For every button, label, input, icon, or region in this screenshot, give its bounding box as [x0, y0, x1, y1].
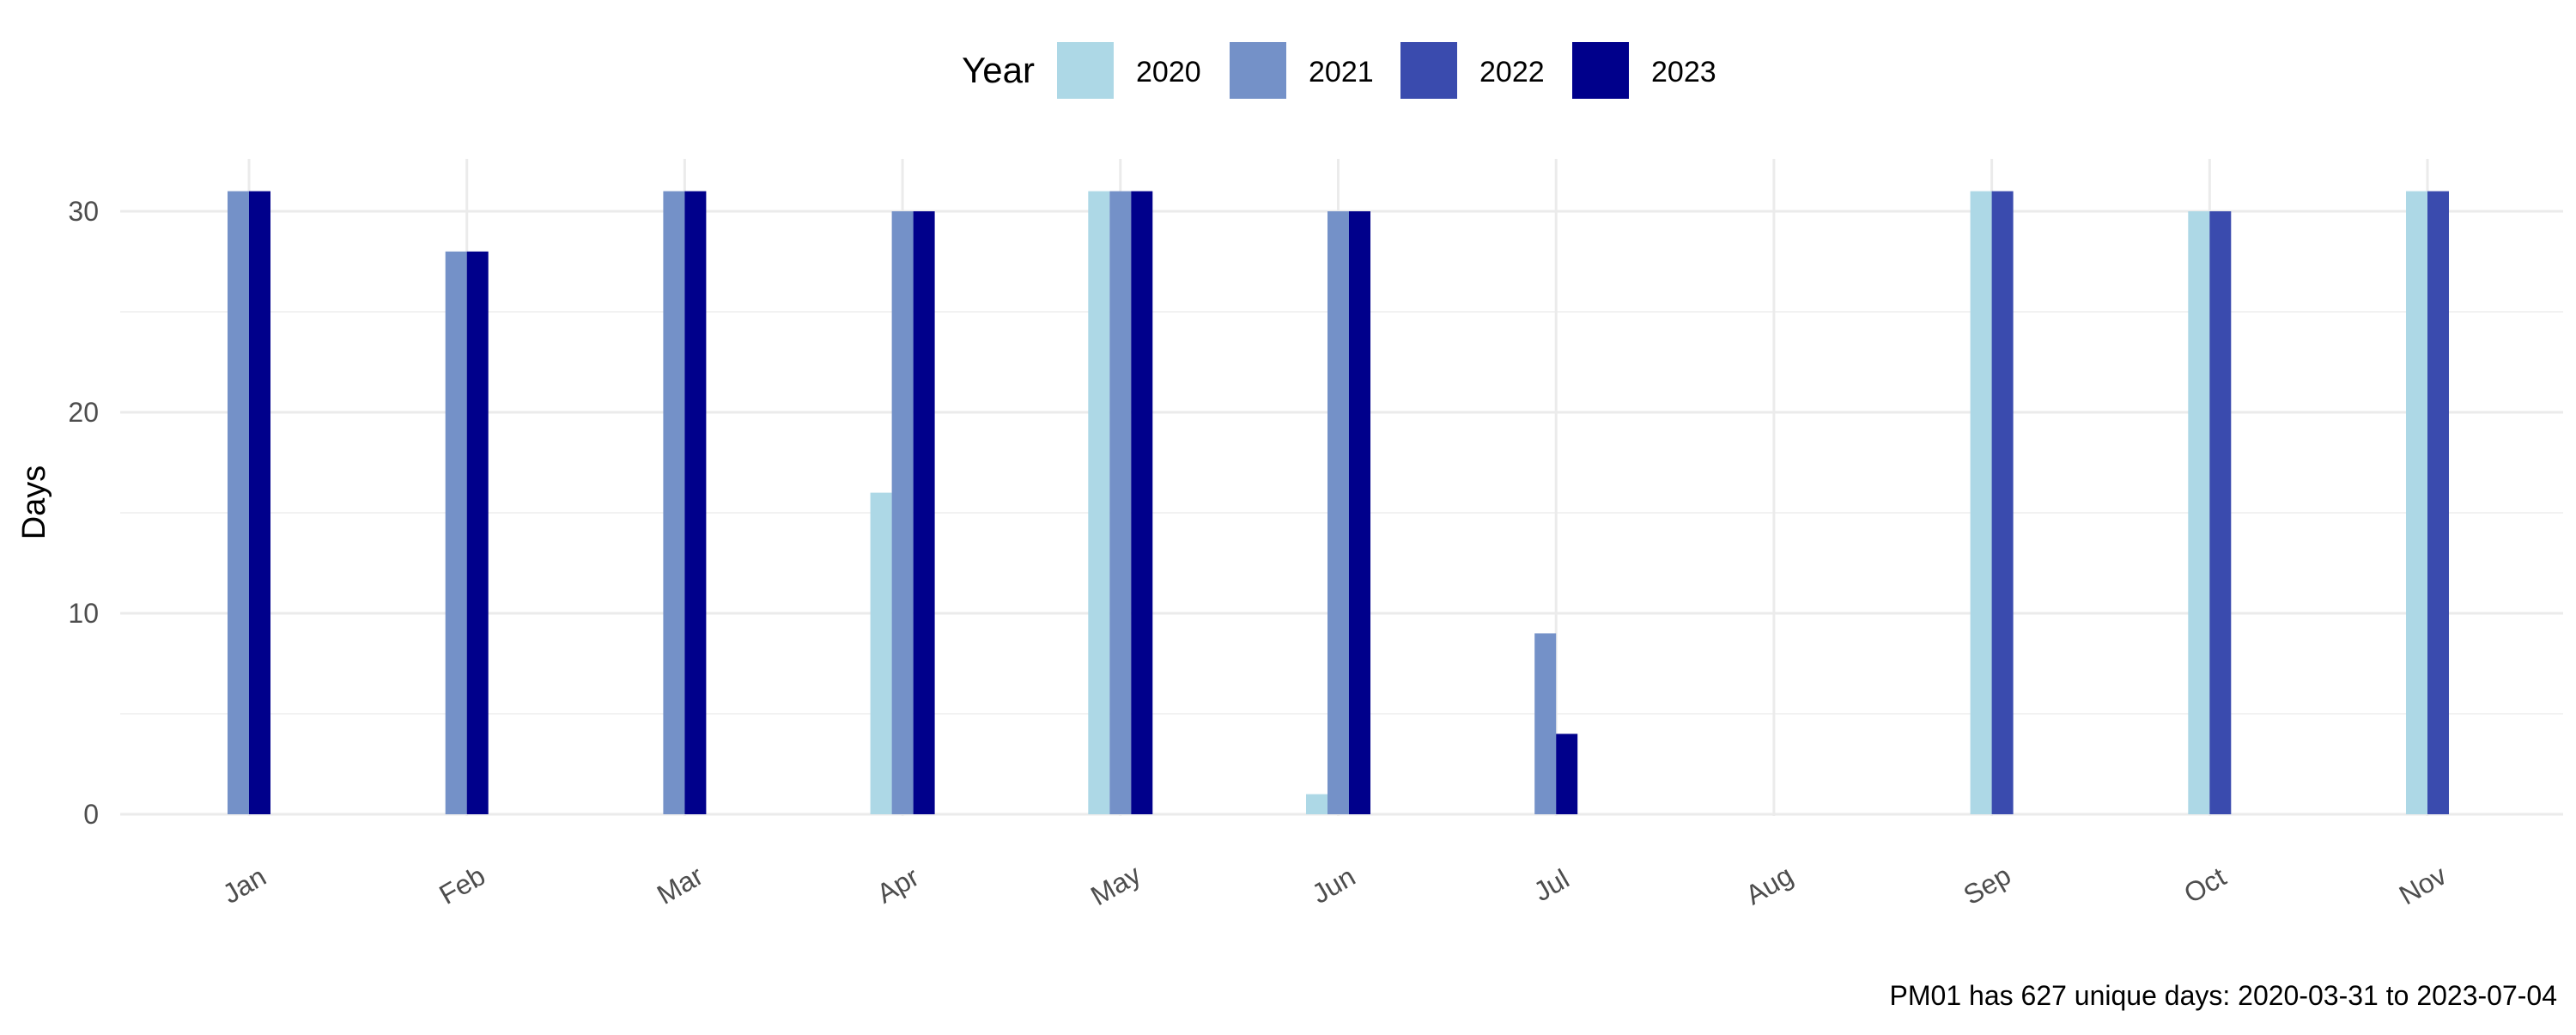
x-tick-label-jan: Jan — [217, 861, 271, 910]
bar-2020-oct — [2188, 211, 2210, 814]
bar-2022-nov — [2427, 191, 2449, 815]
bar-2021-jan — [228, 191, 249, 815]
bar-2021-jul — [1534, 633, 1557, 814]
legend: 2020 2021 2022 2023 — [1057, 42, 1716, 99]
x-tick-label-feb: Feb — [434, 860, 490, 910]
legend-key-2023 — [1572, 42, 1629, 99]
bar-2023-jun — [1349, 211, 1370, 814]
legend-label-2022: 2022 — [1479, 56, 1545, 88]
bar-2023-jan — [249, 191, 270, 815]
legend-title: Year — [962, 50, 1035, 90]
x-tick-label-aug: Aug — [1741, 860, 1798, 911]
bars — [228, 191, 2449, 815]
y-tick-label: 10 — [68, 598, 99, 629]
bar-2020-nov — [2406, 191, 2427, 815]
x-tick-label-jun: Jun — [1307, 861, 1361, 910]
bar-2021-feb — [445, 251, 467, 814]
x-tick-label-nov: Nov — [2394, 860, 2451, 911]
legend-key-2020 — [1057, 42, 1114, 99]
bar-2021-apr — [891, 211, 914, 814]
bar-2020-may — [1088, 191, 1110, 815]
bar-2023-apr — [913, 211, 935, 814]
bar-2020-apr — [870, 492, 892, 814]
y-tick-label: 0 — [83, 799, 99, 830]
bar-2022-oct — [2209, 211, 2232, 814]
x-tick-label-oct: Oct — [2178, 861, 2231, 909]
legend-label-2020: 2020 — [1136, 56, 1201, 88]
bar-2021-mar — [663, 191, 685, 815]
bar-2023-feb — [466, 251, 489, 814]
bar-2021-jun — [1327, 211, 1349, 814]
bar-2021-may — [1109, 191, 1132, 815]
bar-2023-mar — [684, 191, 707, 815]
legend-key-2022 — [1400, 42, 1457, 99]
bar-2023-may — [1131, 191, 1153, 815]
axes: 0 10 20 30 Jan Feb Mar Apr May Jun Jul Aug Sep Oct Nov — [68, 196, 2451, 911]
legend-key-2021 — [1230, 42, 1286, 99]
y-tick-label: 30 — [68, 196, 99, 227]
legend-label-2023: 2023 — [1651, 56, 1716, 88]
x-tick-label-mar: Mar — [652, 860, 708, 910]
chart-caption: PM01 has 627 unique days: 2020-03-31 to … — [1890, 980, 2557, 1011]
bar-2020-sep — [1970, 191, 1992, 815]
x-tick-label-sep: Sep — [1958, 860, 2015, 911]
x-tick-label-may: May — [1085, 859, 1145, 911]
bar-2022-sep — [1991, 191, 2014, 815]
x-tick-label-jul: Jul — [1528, 863, 1574, 908]
y-tick-label: 20 — [68, 397, 99, 428]
y-axis-label: Days — [16, 466, 52, 540]
x-tick-label-apr: Apr — [872, 861, 924, 909]
bar-2023-jul — [1556, 734, 1578, 814]
bar-2020-jun — [1306, 794, 1327, 814]
legend-label-2021: 2021 — [1309, 56, 1374, 88]
